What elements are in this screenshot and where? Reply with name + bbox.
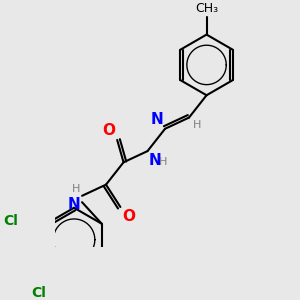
Text: N: N <box>68 197 80 212</box>
Text: O: O <box>122 208 135 224</box>
Text: H: H <box>159 158 167 167</box>
Text: H: H <box>72 184 80 194</box>
Text: N: N <box>151 112 164 127</box>
Text: CH₃: CH₃ <box>195 2 218 15</box>
Text: H: H <box>193 120 201 130</box>
Text: Cl: Cl <box>4 214 19 227</box>
Text: O: O <box>103 123 116 138</box>
Text: Cl: Cl <box>31 286 46 300</box>
Text: N: N <box>149 153 162 168</box>
